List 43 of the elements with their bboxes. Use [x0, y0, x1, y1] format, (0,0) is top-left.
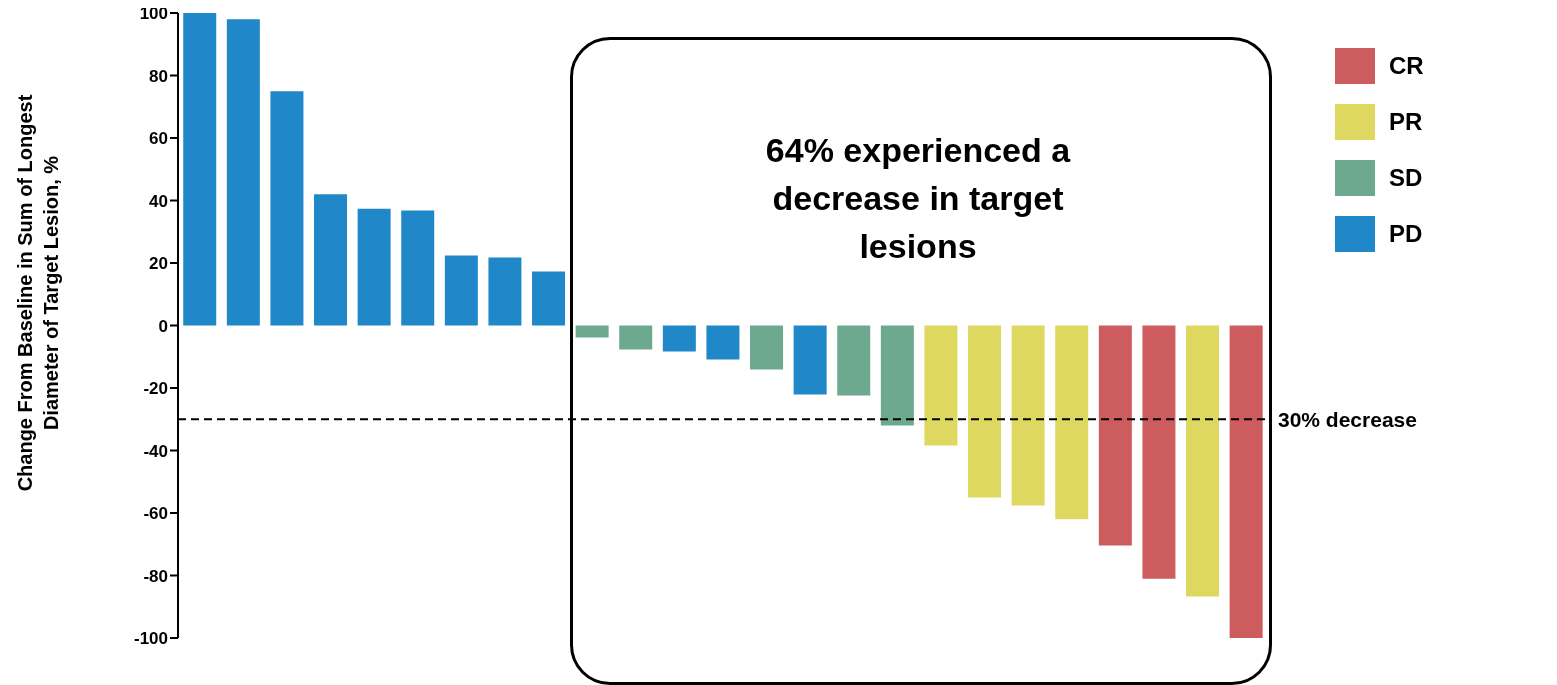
bar	[880, 325, 914, 426]
ref-line-label: 30% decrease	[1278, 407, 1417, 431]
legend-label: CR	[1389, 52, 1424, 80]
y-tick-label: -60	[143, 504, 168, 524]
bar	[183, 13, 217, 326]
bar	[1229, 325, 1263, 638]
y-tick-label: 100	[139, 4, 168, 24]
y-tick-label: -20	[143, 379, 168, 399]
bar	[662, 325, 696, 352]
bar	[750, 325, 784, 370]
y-tick-label: -100	[133, 629, 168, 649]
bar	[532, 271, 566, 326]
legend-label: PD	[1389, 220, 1423, 248]
bar	[444, 255, 478, 326]
y-tick-label: 60	[149, 129, 168, 149]
y-tick-label: -40	[143, 441, 168, 461]
bar	[1055, 325, 1089, 520]
bar	[706, 325, 740, 360]
bar	[793, 325, 827, 395]
bar	[1186, 325, 1220, 597]
bar	[357, 208, 391, 326]
y-tick-label: 20	[149, 254, 168, 274]
y-tick-label: 40	[149, 191, 168, 211]
bar	[619, 325, 653, 350]
bar	[924, 325, 958, 446]
y-tick-label: -80	[143, 566, 168, 586]
legend-label: SD	[1389, 164, 1423, 192]
bar	[1011, 325, 1045, 506]
bar	[488, 257, 522, 326]
bar	[1142, 325, 1176, 579]
y-tick-label: 80	[149, 66, 168, 86]
bar	[226, 19, 260, 326]
bar	[270, 91, 304, 326]
annotation: 64% experienced a decrease in target lesions	[764, 130, 1072, 267]
bar	[837, 325, 871, 396]
bar	[1098, 325, 1132, 546]
y-tick-label: 0	[158, 316, 168, 336]
y-axis-title: Change From Baseline in Sum of Longest Diameter of Target Lesion, %	[13, 93, 63, 494]
bar	[314, 194, 348, 326]
bar	[968, 325, 1002, 498]
legend-label: PR	[1389, 108, 1423, 136]
bar	[401, 210, 435, 326]
bar	[575, 325, 609, 338]
